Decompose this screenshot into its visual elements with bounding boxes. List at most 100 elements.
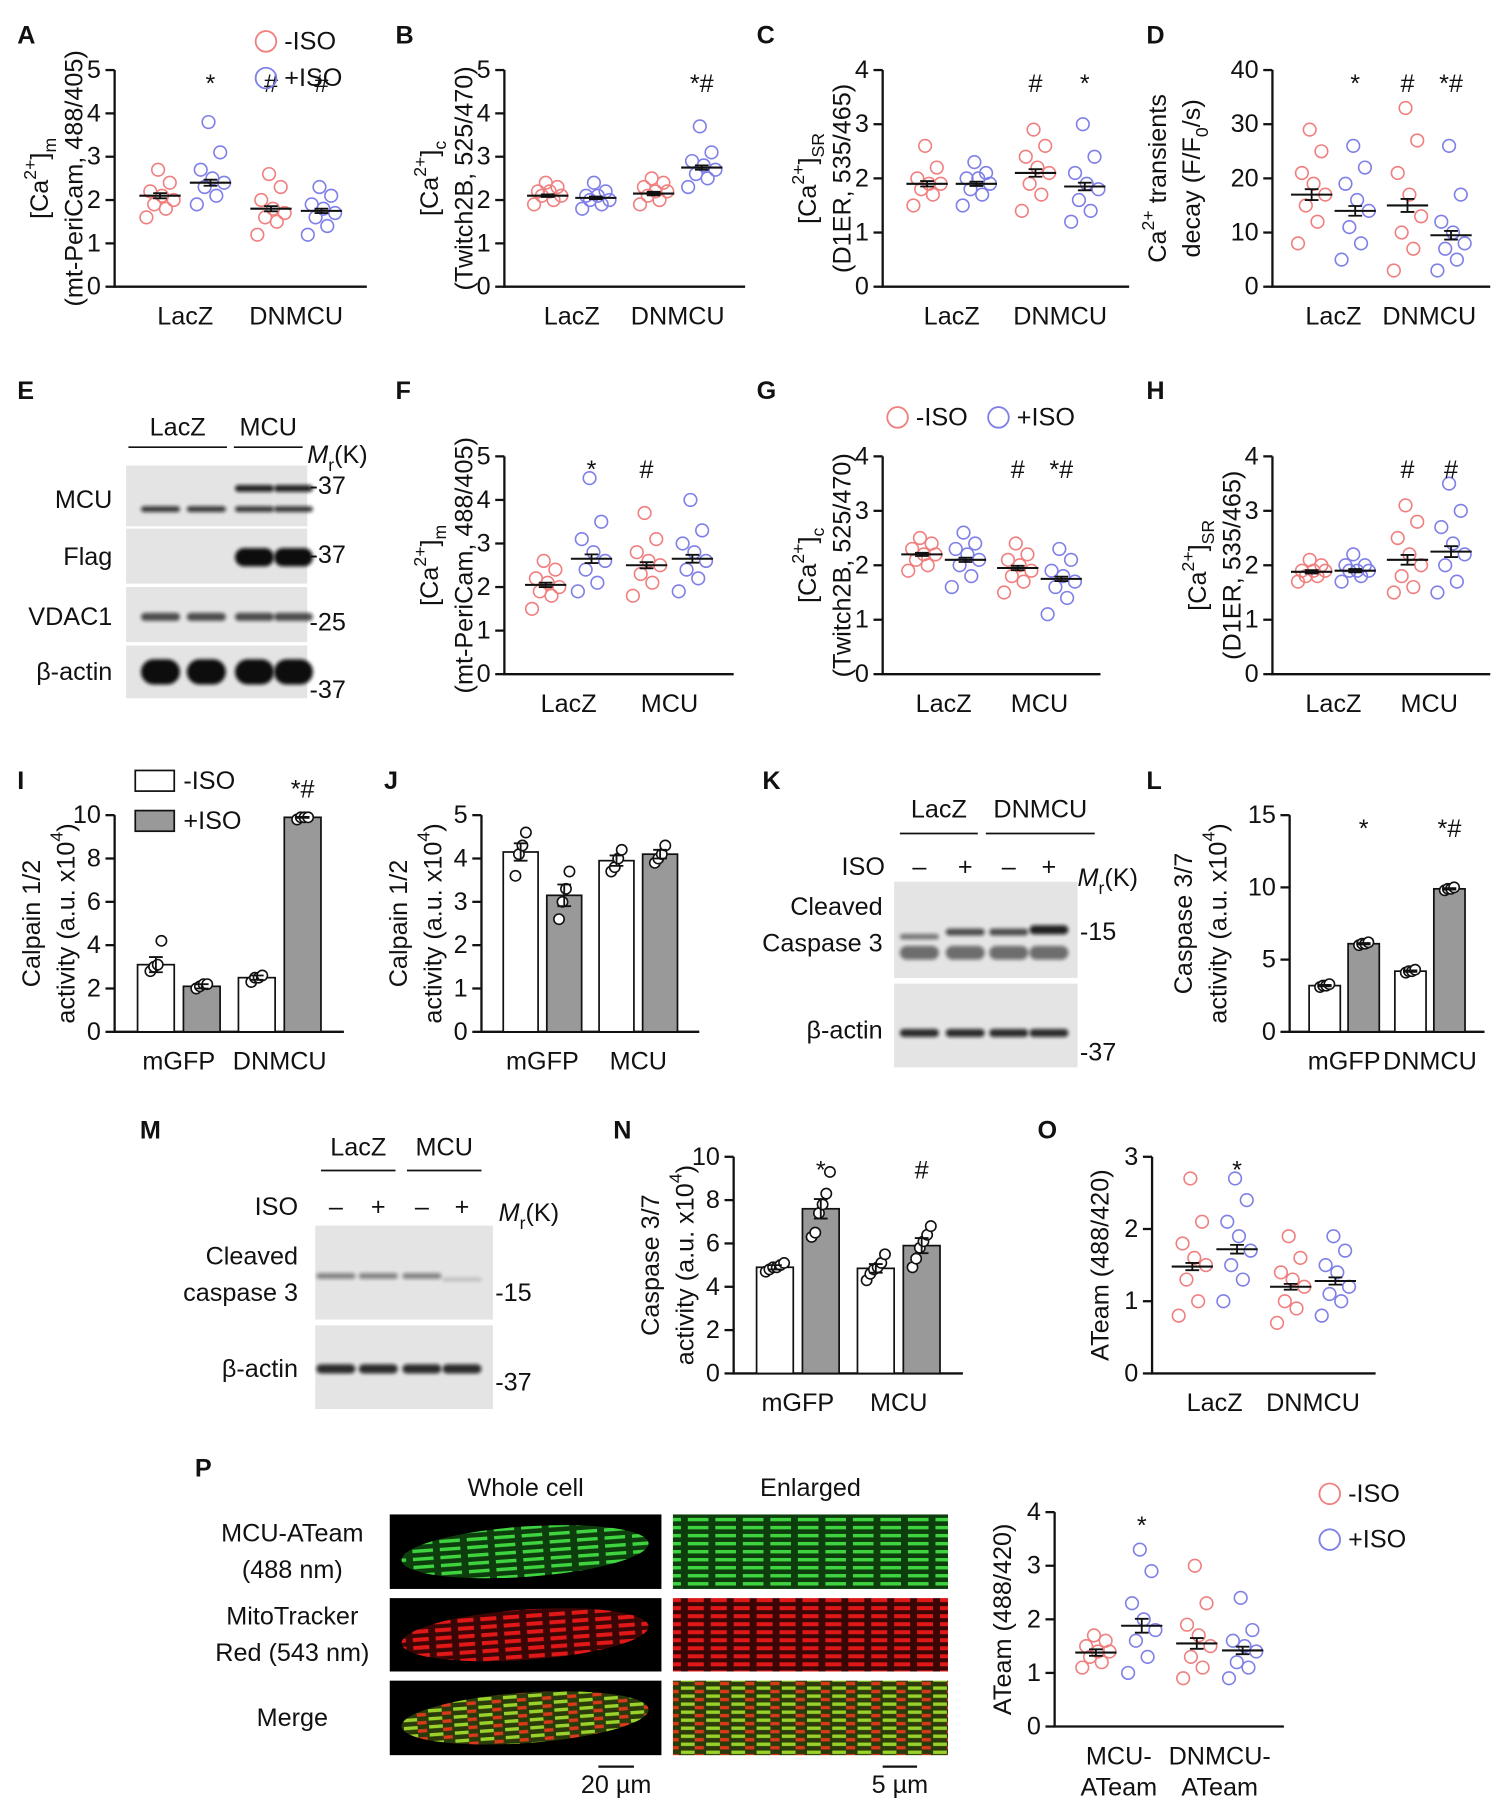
- error-bar: [920, 180, 934, 188]
- data-point: [143, 184, 158, 199]
- bar: [545, 894, 583, 1033]
- blot-band: [273, 548, 313, 567]
- error-bar: [1134, 1617, 1149, 1634]
- data-point: [615, 843, 628, 856]
- y-tick-label: 3: [1027, 1552, 1041, 1580]
- label-part: (K): [334, 441, 368, 469]
- data-point: [254, 192, 269, 208]
- label-part: (mt-PeriCam, 488/405): [450, 437, 478, 693]
- label-part: activity (a.u. x10: [1205, 842, 1233, 1024]
- significance-mark: *: [1080, 70, 1090, 98]
- panel-letter: H: [1146, 377, 1164, 405]
- data-point: [524, 601, 540, 616]
- data-point: [1198, 1258, 1214, 1273]
- bar: [136, 963, 176, 1033]
- blot-membrane: [315, 1225, 493, 1320]
- y-axis-label: Caspase 3/7: [1170, 853, 1198, 995]
- data-point: [1090, 1644, 1105, 1659]
- y-tick-label: 2: [87, 186, 101, 214]
- row-label: Cleaved: [790, 893, 882, 921]
- y-tick-label: 5: [1262, 946, 1276, 974]
- data-point: [530, 184, 546, 199]
- significance-mark: *: [1350, 70, 1360, 98]
- data-point: [598, 553, 613, 569]
- data-point: [1406, 241, 1421, 256]
- data-point: [1306, 176, 1321, 191]
- y-tick-label: 0: [1245, 273, 1259, 301]
- error-bar: [1010, 564, 1025, 572]
- error-bar: [314, 207, 329, 214]
- y-axis-label: activity (a.u. x104): [666, 1165, 700, 1365]
- label-part: (K): [526, 1199, 560, 1227]
- y-tick-label: 0: [87, 1018, 101, 1046]
- label-part: 2+: [410, 157, 430, 177]
- data-point: [1406, 579, 1421, 595]
- blot-band: [316, 1364, 356, 1374]
- error-bar: [653, 848, 667, 860]
- data-point: [1302, 552, 1317, 567]
- label-part: r: [1099, 878, 1105, 898]
- data-point: [1098, 1633, 1113, 1648]
- x-tick-label: LacZ: [1305, 690, 1361, 718]
- y-tick-label: 8: [706, 1186, 720, 1214]
- blot-band: [141, 659, 180, 685]
- data-point: [1191, 1294, 1206, 1309]
- data-point: [912, 530, 928, 546]
- y-tick-label: 1: [1245, 606, 1259, 634]
- data-point: [155, 934, 168, 947]
- data-point: [1338, 176, 1353, 191]
- data-point: [687, 545, 702, 560]
- error-bar: [914, 1237, 929, 1255]
- x-tick-label: MCU-: [1086, 1742, 1152, 1770]
- y-tick-label: 10: [73, 801, 101, 829]
- row-label: MCU: [55, 486, 112, 514]
- lane-group-label: MCU: [240, 414, 297, 442]
- legend-marker: [254, 30, 278, 53]
- label-part: 2+: [788, 164, 808, 184]
- data-point: [1087, 149, 1102, 164]
- blot-band: [1029, 1028, 1069, 1037]
- label-part: [Ca: [416, 176, 444, 216]
- data-point: [1203, 1639, 1218, 1654]
- row-label: caspase 3: [183, 1279, 298, 1307]
- treatment-label: ISO: [255, 1193, 298, 1221]
- data-point: [1048, 579, 1063, 595]
- lane-sign: +: [371, 1193, 386, 1221]
- significance-mark: #: [1400, 70, 1414, 98]
- significance-mark: *: [587, 456, 597, 484]
- error-bar: [295, 815, 310, 819]
- data-point: [1353, 236, 1369, 251]
- y-tick-label: 5: [454, 801, 468, 829]
- data-point: [625, 588, 641, 603]
- data-point: [1004, 569, 1019, 584]
- data-point: [1079, 176, 1094, 191]
- legend-label: -ISO: [1348, 1480, 1400, 1508]
- data-point: [1216, 1294, 1231, 1309]
- panel-letter: A: [17, 22, 35, 50]
- y-axis-label: (Twitch2B, 525/470): [829, 453, 857, 677]
- data-point: [633, 566, 648, 582]
- data-point: [1044, 563, 1059, 578]
- error-bar: [588, 195, 603, 201]
- lane-sign: +: [958, 853, 973, 881]
- error-bar: [958, 556, 973, 563]
- label-part: M: [1078, 864, 1099, 892]
- lane-sign: –: [329, 1193, 343, 1221]
- label-part: activity (a.u. x10: [52, 842, 80, 1024]
- y-axis-label: [Ca2+]SR: [788, 133, 828, 224]
- data-point: [1449, 252, 1464, 267]
- data-point: [1346, 547, 1361, 562]
- blot-band: [402, 1273, 442, 1279]
- data-point: [1294, 165, 1310, 181]
- data-point: [1194, 1214, 1210, 1229]
- data-point: [1034, 187, 1049, 202]
- blot-band: [442, 1277, 482, 1282]
- data-point: [197, 179, 212, 195]
- data-point: [544, 588, 559, 603]
- data-point: [1140, 1649, 1155, 1664]
- data-point: [1071, 192, 1087, 208]
- data-point: [570, 584, 585, 599]
- data-point: [924, 1220, 937, 1233]
- error-bar: [203, 178, 218, 187]
- data-point: [1024, 563, 1039, 578]
